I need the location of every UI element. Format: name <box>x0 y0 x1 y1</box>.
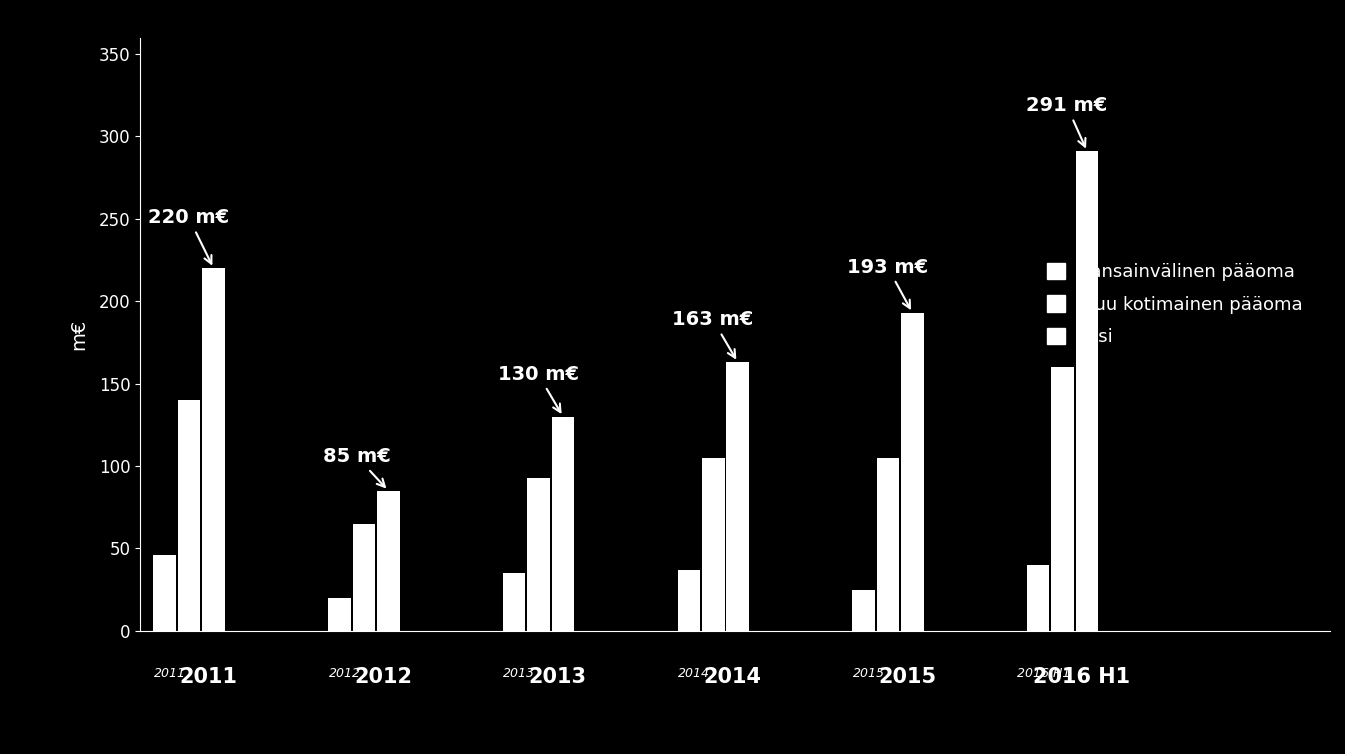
Text: 2015: 2015 <box>878 667 936 687</box>
Bar <box>1052 367 1073 631</box>
Text: 85 m€: 85 m€ <box>323 447 390 487</box>
Bar <box>901 313 924 631</box>
Bar <box>178 400 200 631</box>
Text: 2013: 2013 <box>529 667 586 687</box>
Bar <box>726 362 749 631</box>
Bar <box>678 570 701 631</box>
Bar <box>202 268 225 631</box>
Text: 2012: 2012 <box>328 667 360 680</box>
Text: 220 m€: 220 m€ <box>148 208 229 264</box>
Bar <box>702 458 725 631</box>
Text: 291 m€: 291 m€ <box>1026 96 1107 146</box>
Bar <box>328 598 351 631</box>
Text: 2012: 2012 <box>354 667 412 687</box>
Text: 2015: 2015 <box>853 667 885 680</box>
Text: 2014: 2014 <box>703 667 761 687</box>
Bar <box>503 573 526 631</box>
Y-axis label: m€: m€ <box>69 318 87 350</box>
Text: 2016 H1: 2016 H1 <box>1017 667 1071 680</box>
Bar <box>352 523 375 631</box>
Text: 163 m€: 163 m€ <box>672 310 753 358</box>
Text: 2011: 2011 <box>153 667 186 680</box>
Bar <box>527 477 550 631</box>
Text: 2011: 2011 <box>179 667 238 687</box>
Bar <box>853 590 874 631</box>
Bar <box>1076 152 1099 631</box>
Bar <box>877 458 900 631</box>
Text: 2014: 2014 <box>678 667 710 680</box>
Legend: Kansainvälinen pääoma, Muu kotimainen pääoma, Tesi: Kansainvälinen pääoma, Muu kotimainen pä… <box>1029 244 1321 364</box>
Text: 193 m€: 193 m€ <box>847 258 928 308</box>
Bar <box>1028 565 1049 631</box>
Text: 2013: 2013 <box>503 667 535 680</box>
Text: 2016 H1: 2016 H1 <box>1033 667 1131 687</box>
Text: 130 m€: 130 m€ <box>498 365 578 412</box>
Bar <box>377 491 399 631</box>
Bar <box>153 555 176 631</box>
Bar <box>551 416 574 631</box>
